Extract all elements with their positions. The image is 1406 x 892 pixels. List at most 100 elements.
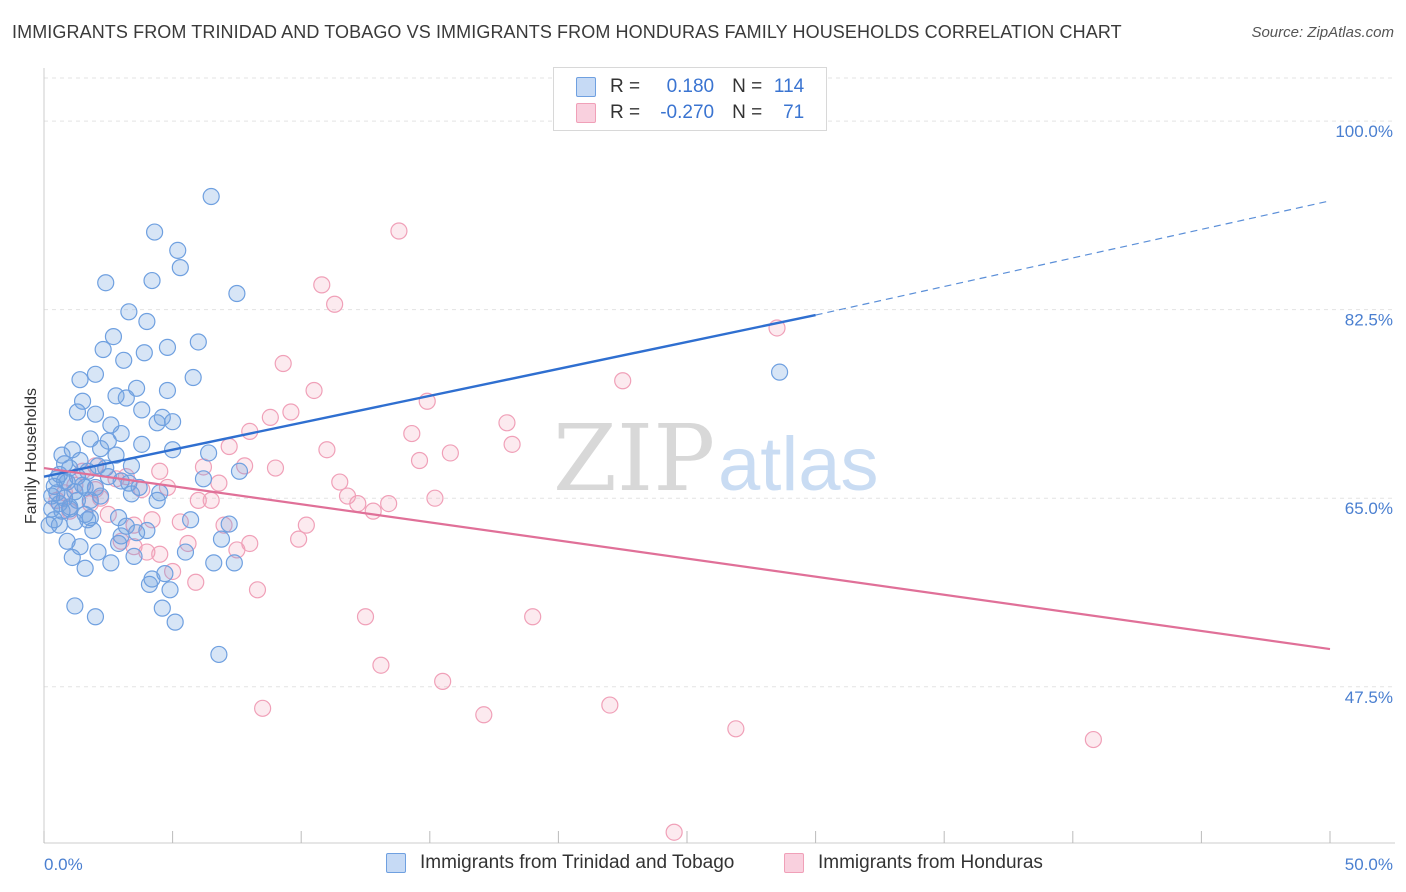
trinidad-point <box>161 581 179 599</box>
trinidad-point <box>86 405 105 423</box>
trinidad-point <box>171 259 189 277</box>
honduras-point <box>441 444 459 462</box>
trinidad-point <box>84 521 102 540</box>
y-tick-label: 82.5% <box>1345 311 1393 330</box>
bottom-legend-label-honduras: Immigrants from Honduras <box>818 852 1043 873</box>
series-trinidad-points <box>40 187 789 664</box>
watermark-zip: ZIP <box>553 405 715 512</box>
trinidad-point <box>127 524 146 542</box>
trinidad-point <box>50 516 69 534</box>
honduras-point <box>187 573 205 591</box>
y-axis-label: Family Households <box>23 388 40 524</box>
trinidad-point <box>205 554 223 572</box>
trinidad-point <box>182 511 200 529</box>
trinidad-point <box>158 338 177 356</box>
honduras-point <box>318 441 336 459</box>
trinidad-point <box>153 408 171 427</box>
honduras-point <box>426 489 444 507</box>
trend-line-trinidad <box>43 313 816 478</box>
trinidad-point <box>73 392 92 410</box>
honduras-point <box>215 516 233 534</box>
honduras-point <box>151 545 169 563</box>
honduras-point <box>380 494 398 513</box>
trinidad-point <box>220 515 238 533</box>
legend-row-trinidad: R = 0.180 N = 114 <box>576 74 804 100</box>
trinidad-point <box>104 327 123 346</box>
legend-swatch-honduras <box>576 103 596 123</box>
honduras-point <box>313 276 331 294</box>
trinidad-point <box>71 371 89 389</box>
trinidad-point <box>76 478 94 497</box>
honduras-point <box>290 530 308 548</box>
grid <box>44 77 1395 688</box>
trinidad-point <box>91 487 110 505</box>
trinidad-point <box>55 472 74 490</box>
honduras-point <box>138 543 156 561</box>
trinidad-point <box>148 491 166 509</box>
trinidad-point <box>770 363 789 381</box>
bottom-legend-swatch-honduras <box>784 853 804 873</box>
honduras-point <box>498 414 516 432</box>
legend-r-value: 0.180 <box>666 76 715 97</box>
honduras-point <box>241 534 259 553</box>
honduras-point <box>266 459 285 477</box>
honduras-point <box>326 295 344 313</box>
honduras-point <box>503 435 521 453</box>
legend-r-value: -0.270 <box>660 102 715 123</box>
x-tick-label: 0.0% <box>44 855 83 874</box>
trinidad-point <box>145 223 164 241</box>
trinidad-point <box>120 303 138 321</box>
honduras-point <box>364 502 382 520</box>
trend-line-honduras <box>43 466 1331 651</box>
honduras-point <box>210 474 228 492</box>
trinidad-point <box>225 554 243 572</box>
trinidad-point <box>71 538 89 556</box>
trinidad-point <box>230 462 249 480</box>
trinidad-point <box>228 284 246 303</box>
legend-n-value: 71 <box>783 102 805 123</box>
trinidad-point <box>76 559 94 577</box>
trinidad-point <box>135 344 153 362</box>
trinidad-point <box>189 333 207 351</box>
trinidad-point <box>117 517 135 535</box>
trinidad-point <box>68 491 87 509</box>
y-tick-label: 65.0% <box>1345 499 1393 518</box>
legend-r-label: R = <box>610 102 641 123</box>
trinidad-point <box>166 613 184 631</box>
trinidad-point <box>194 470 213 488</box>
trinidad-point <box>158 381 177 400</box>
trinidad-point <box>133 435 151 453</box>
honduras-point <box>151 462 169 480</box>
trinidad-point <box>66 597 84 615</box>
honduras-point <box>274 354 292 373</box>
trinidad-point <box>81 491 99 509</box>
honduras-point <box>261 408 279 427</box>
y-tick-label: 47.5% <box>1345 688 1393 707</box>
trinidad-point <box>86 608 105 626</box>
trinidad-point <box>86 365 105 383</box>
trinidad-point <box>94 340 112 359</box>
trinidad-point <box>184 368 202 387</box>
trend-line-trinidad-projection <box>815 200 1331 316</box>
honduras-point <box>143 511 161 529</box>
legend-n-label: N = <box>732 76 763 97</box>
trinidad-point <box>138 312 156 331</box>
honduras-point <box>349 494 367 513</box>
trinidad-point <box>109 534 128 553</box>
trinidad-point <box>107 387 125 405</box>
legend-n-value: 114 <box>773 76 805 97</box>
bottom-legend-label-trinidad: Immigrants from Trinidad and Tobago <box>420 852 735 873</box>
trinidad-point <box>91 440 110 458</box>
bottom-legend-swatch-trinidad <box>386 853 406 873</box>
honduras-point <box>524 608 542 626</box>
trinidad-point <box>202 187 220 206</box>
trinidad-point <box>127 379 146 397</box>
trinidad-point <box>122 485 141 503</box>
bottom-legend-honduras: Immigrants from Honduras <box>784 852 1043 874</box>
trinidad-point <box>210 645 228 664</box>
y-tick-label: 100.0% <box>1335 122 1393 141</box>
honduras-point <box>112 532 130 550</box>
trinidad-point <box>89 543 107 561</box>
honduras-point <box>434 672 452 690</box>
